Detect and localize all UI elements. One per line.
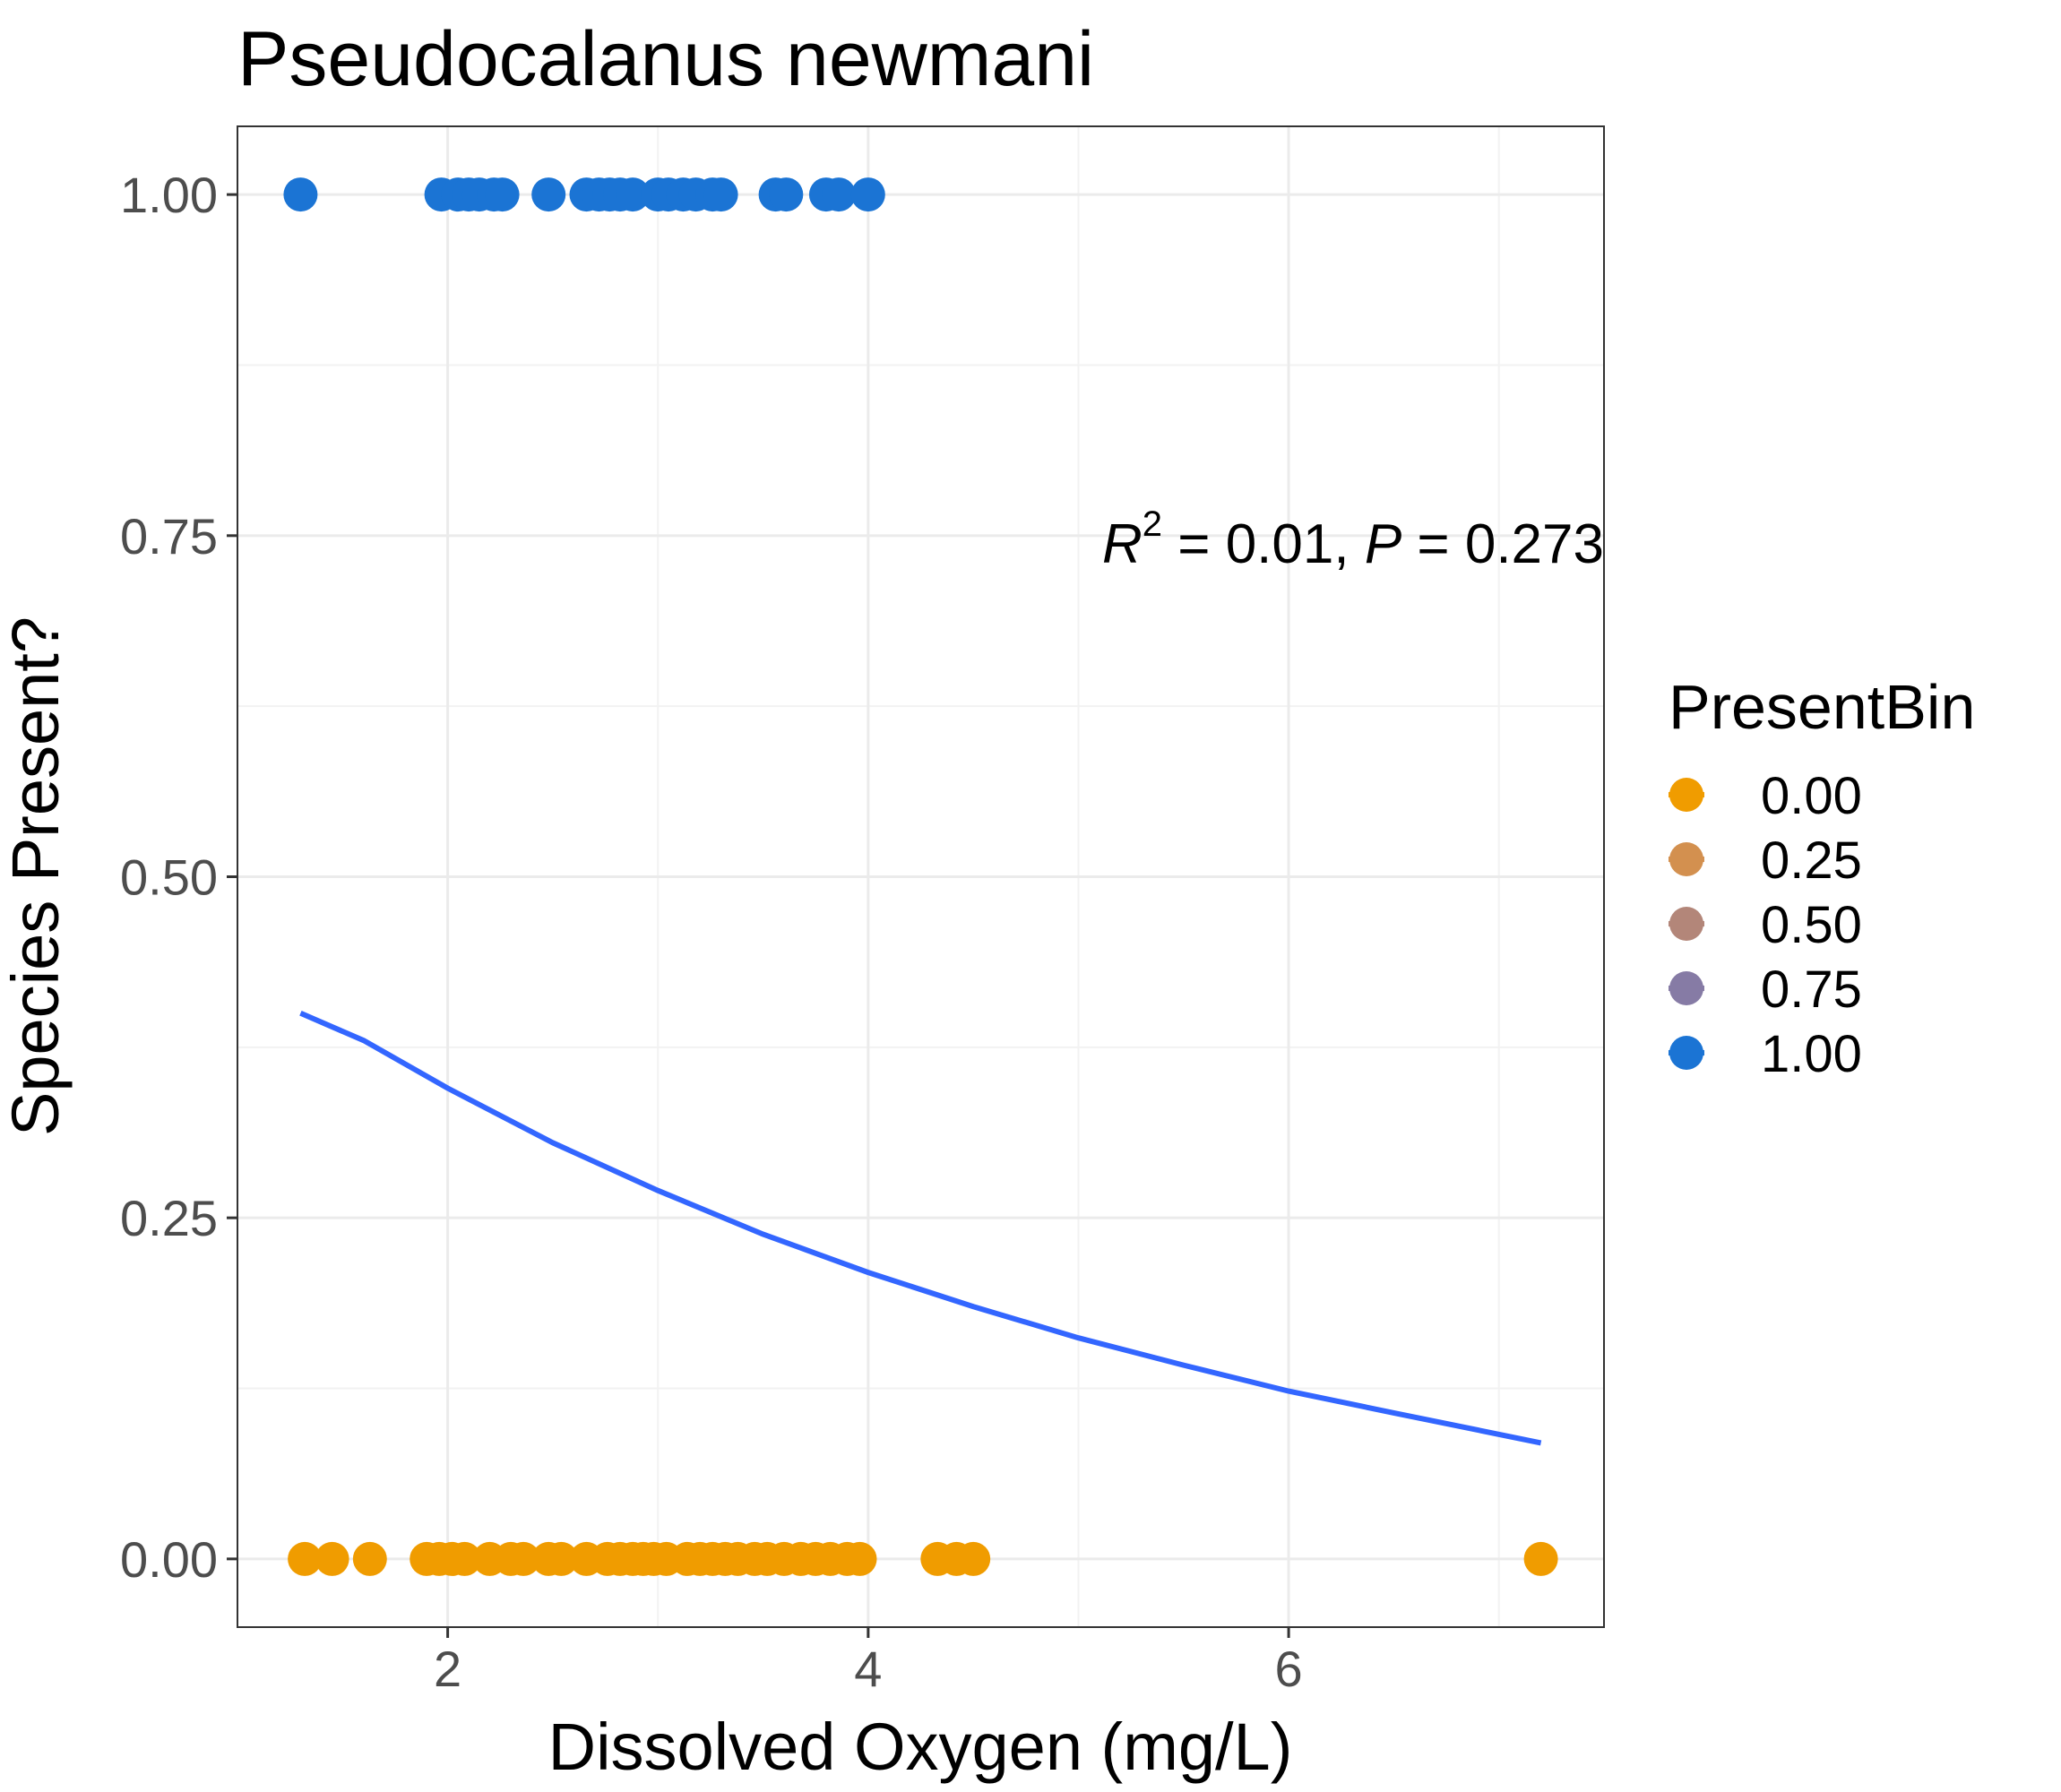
y-tick-label: 0.50 [120, 849, 218, 906]
points-group [283, 177, 1558, 1576]
data-point [822, 177, 856, 212]
data-point [315, 1541, 349, 1576]
data-point [447, 1541, 482, 1576]
fit-line-group [299, 1011, 1542, 1446]
legend-items: 0.00 0.25 0.50 0.75 1.00 [1669, 767, 1862, 1083]
x-axis: 2 4 6 [434, 1627, 1303, 1697]
data-point [531, 177, 566, 212]
legend-key-point [1669, 971, 1703, 1005]
x-tick-label: 4 [854, 1641, 882, 1697]
data-point [850, 177, 885, 212]
fit-annotation: R2 = 0.01, P = 0.273 [1102, 504, 1604, 575]
data-point [769, 177, 804, 212]
y-tick-label: 1.00 [120, 167, 218, 223]
annotation-p-value: = 0.273 [1401, 513, 1604, 575]
data-point [485, 177, 520, 212]
data-point [842, 1541, 877, 1576]
data-point [616, 177, 651, 212]
y-axis-title: Species Present? [0, 616, 73, 1136]
data-point [703, 177, 738, 212]
fit-line [299, 1011, 1542, 1446]
annotation-r-exponent: 2 [1143, 504, 1162, 544]
annotation-p-symbol: P [1365, 513, 1401, 575]
legend-key-point [1669, 778, 1703, 812]
legend-label: 1.00 [1761, 1025, 1862, 1083]
legend-label: 0.00 [1761, 767, 1862, 825]
data-point [544, 1541, 579, 1576]
data-point [352, 1541, 387, 1576]
chart-title: Pseudocalanus newmani [237, 16, 1094, 102]
annotation-r-value: = 0.01, [1162, 513, 1365, 575]
y-axis: 0.00 0.25 0.50 0.75 1.00 [120, 167, 237, 1588]
x-tick-label: 6 [1274, 1641, 1302, 1697]
legend-key-point [1669, 907, 1703, 941]
data-point [506, 1541, 541, 1576]
y-tick-label: 0.00 [120, 1531, 218, 1588]
x-tick-label: 2 [434, 1641, 461, 1697]
data-point [956, 1541, 991, 1576]
x-axis-title: Dissolved Oxygen (mg/L) [548, 1710, 1293, 1784]
annotation-r-symbol: R [1102, 513, 1143, 575]
y-tick-label: 0.75 [120, 508, 218, 564]
legend-title: PresentBin [1669, 672, 1975, 742]
legend-label: 0.50 [1761, 896, 1862, 954]
legend-key-point [1669, 1036, 1703, 1070]
data-point [288, 1541, 323, 1576]
data-point [1523, 1541, 1558, 1576]
legend-key-point [1669, 842, 1703, 876]
data-point [283, 177, 318, 212]
legend: PresentBin 0.00 0.25 0.50 0.75 1.00 [1669, 672, 1975, 1083]
y-tick-label: 0.25 [120, 1190, 218, 1246]
legend-label: 0.25 [1761, 831, 1862, 890]
legend-label: 0.75 [1761, 961, 1862, 1019]
